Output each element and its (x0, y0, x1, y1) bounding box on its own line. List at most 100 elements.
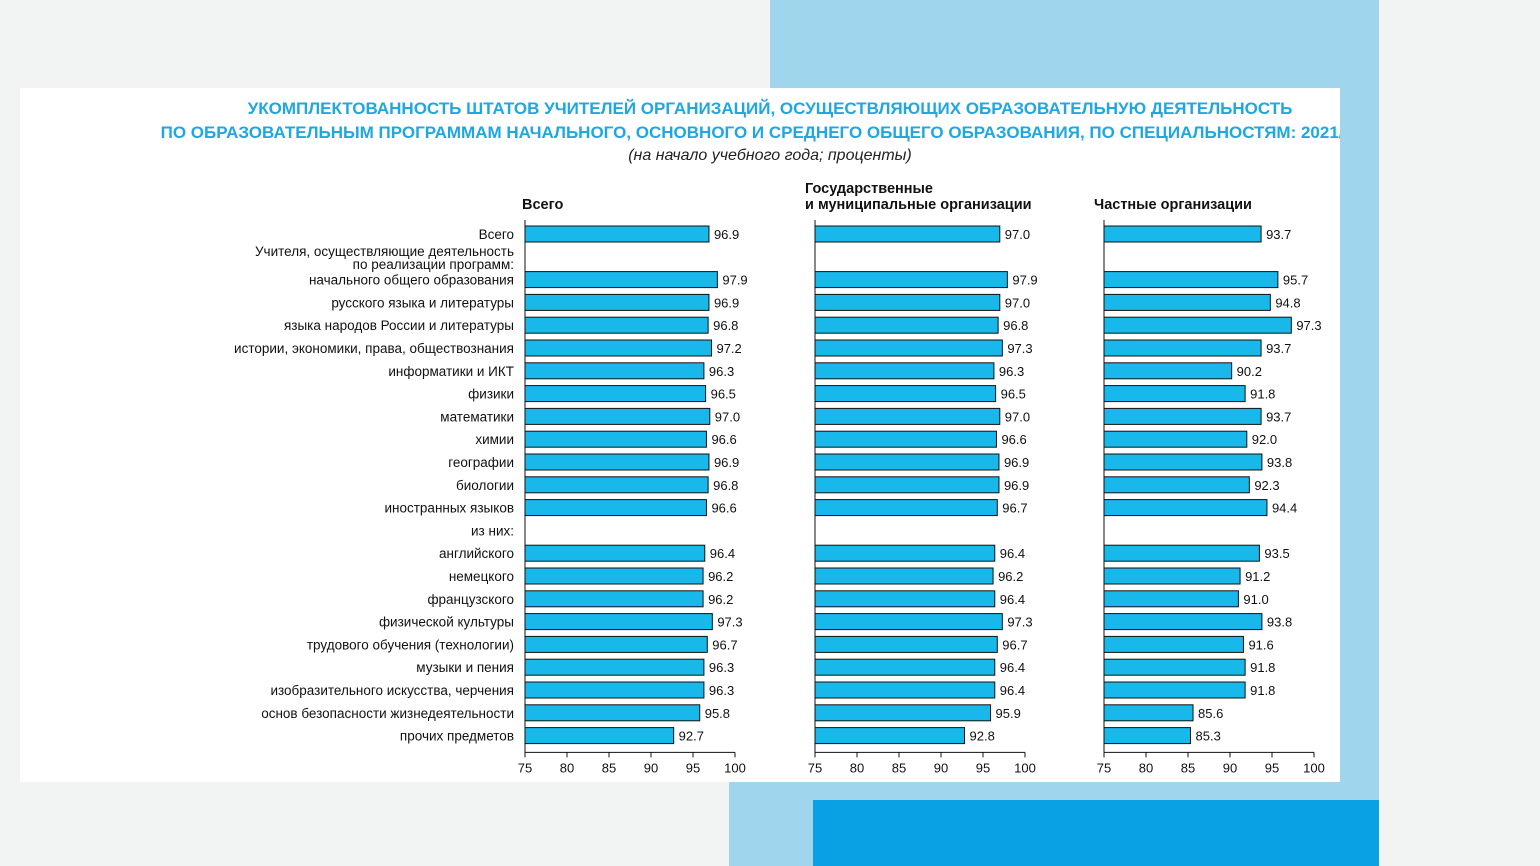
data-label: 96.9 (714, 227, 739, 242)
bar (1103, 590, 1239, 608)
bar (524, 476, 709, 494)
bar (1103, 339, 1262, 357)
bar (1103, 704, 1194, 722)
data-label: 96.8 (713, 478, 738, 493)
bar (814, 499, 998, 517)
data-label: 93.8 (1267, 455, 1292, 470)
data-label: 96.8 (1003, 318, 1028, 333)
bar (524, 727, 675, 745)
bar (814, 316, 999, 334)
bar (814, 225, 1001, 243)
bar (524, 225, 710, 243)
row-label: биологии (456, 478, 514, 493)
bar (814, 727, 966, 745)
bar (524, 430, 707, 448)
bar (524, 590, 704, 608)
bar (1103, 567, 1241, 585)
row-label: трудового обучения (технологии) (307, 637, 514, 652)
bar (1103, 499, 1268, 517)
data-label: 90.2 (1237, 364, 1262, 379)
bar (1103, 613, 1263, 631)
data-label: 96.9 (714, 295, 739, 310)
data-label: 97.3 (717, 615, 742, 630)
series-title: Частные организации (1094, 197, 1252, 213)
bar (814, 339, 1003, 357)
bar (814, 430, 997, 448)
x-tick-label: 95 (976, 760, 990, 775)
data-label: 97.0 (715, 409, 740, 424)
bar (1103, 362, 1233, 380)
data-label: 97.2 (716, 341, 741, 356)
bar (814, 362, 995, 380)
series-title: и муниципальные организации (805, 197, 1032, 213)
chart-panel: УКОМПЛЕКТОВАННОСТЬ ШТАТОВ УЧИТЕЛЕЙ ОРГАН… (20, 88, 1340, 782)
bar (814, 613, 1003, 631)
data-label: 85.6 (1198, 706, 1223, 721)
x-tick-label: 90 (1223, 760, 1237, 775)
bar (814, 704, 992, 722)
bar (1103, 544, 1260, 562)
data-label: 97.3 (1296, 318, 1321, 333)
row-label: географии (448, 455, 514, 470)
row-label: физики (468, 387, 514, 402)
data-label: 96.8 (713, 318, 738, 333)
bar (814, 590, 996, 608)
data-label: 95.9 (996, 706, 1021, 721)
bar (814, 476, 1000, 494)
bar (524, 362, 705, 380)
bar (524, 339, 712, 357)
data-label: 92.3 (1254, 478, 1279, 493)
row-label: основ безопасности жизнедеятельности (261, 706, 514, 721)
data-label: 96.4 (1000, 592, 1025, 607)
data-label: 97.3 (1007, 341, 1032, 356)
bar (524, 704, 701, 722)
bar (1103, 430, 1248, 448)
data-label: 95.8 (705, 706, 730, 721)
x-tick-label: 90 (934, 760, 948, 775)
series-title: Государственные (805, 181, 933, 197)
bar (1103, 407, 1262, 425)
row-label: музыки и пения (416, 660, 514, 675)
x-tick-label: 75 (518, 760, 532, 775)
data-label: 96.7 (712, 637, 737, 652)
bar (524, 567, 704, 585)
data-label: 97.3 (1007, 615, 1032, 630)
x-tick-label: 95 (686, 760, 700, 775)
row-label: начального общего образования (309, 273, 514, 288)
x-tick-label: 90 (644, 760, 658, 775)
bar (1103, 476, 1250, 494)
bar (524, 407, 711, 425)
data-label: 97.0 (1005, 295, 1030, 310)
decorative-bottom-block (813, 800, 1379, 866)
data-label: 97.9 (1012, 273, 1037, 288)
bar (1103, 727, 1192, 745)
bar (814, 544, 996, 562)
chart-title-line2: ПО ОБРАЗОВАТЕЛЬНЫМ ПРОГРАММАМ НАЧАЛЬНОГО… (161, 123, 1340, 142)
x-tick-label: 85 (1181, 760, 1195, 775)
row-label: из них: (471, 523, 514, 538)
row-label: языка народов России и литературы (284, 318, 514, 333)
bar (814, 407, 1001, 425)
data-label: 96.4 (1000, 660, 1025, 675)
data-label: 91.2 (1245, 569, 1270, 584)
row-label: иностранных языков (384, 501, 514, 516)
data-label: 96.6 (1001, 432, 1026, 447)
decorative-right-band (1340, 0, 1379, 800)
x-tick-label: 75 (808, 760, 822, 775)
bar (1103, 385, 1246, 403)
data-label: 95.7 (1283, 273, 1308, 288)
row-label: английского (439, 546, 514, 561)
bar (1103, 316, 1292, 334)
bar (814, 453, 1000, 471)
row-label: химии (475, 432, 514, 447)
data-label: 91.8 (1250, 683, 1275, 698)
x-tick-label: 85 (602, 760, 616, 775)
bar (524, 544, 706, 562)
row-label: немецкого (449, 569, 514, 584)
data-label: 96.5 (1001, 387, 1026, 402)
data-label: 96.3 (999, 364, 1024, 379)
data-label: 96.4 (710, 546, 735, 561)
data-label: 85.3 (1196, 729, 1221, 744)
data-label: 94.4 (1272, 501, 1297, 516)
row-label: изобразительного искусства, черчения (270, 683, 514, 698)
